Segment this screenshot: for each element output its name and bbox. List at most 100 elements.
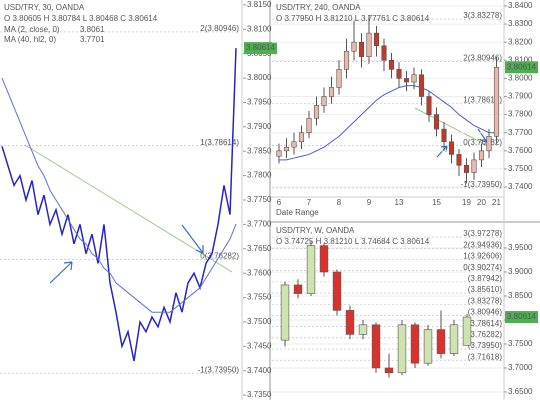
candle-body (343, 50, 350, 70)
y-tick-label: 3.7500 (247, 317, 272, 326)
fib-label: 0(3.76282) (463, 138, 502, 147)
fib-label: 1(3.78614) (200, 138, 239, 147)
legend-label: MA (2, close, 0) (4, 25, 60, 34)
candle-body (436, 329, 446, 354)
x-tick-label: 8 (337, 198, 342, 207)
y-tick-label: 3.7700 (508, 128, 533, 137)
candle-body (381, 45, 387, 61)
y-tick-label: 3.7500 (508, 164, 533, 173)
candle-body (411, 74, 417, 83)
y-tick-label: 3.9500 (508, 243, 533, 252)
price-tag (505, 311, 538, 324)
candle-body (328, 87, 335, 97)
candle-body (293, 284, 303, 294)
candle-body (397, 324, 407, 374)
y-tick-label: 3.7900 (247, 122, 272, 131)
fib-label: 2(3.80946) (200, 24, 239, 33)
candle-body (410, 324, 420, 364)
candle-body (388, 59, 395, 70)
y-tick-label: 3.8000 (508, 74, 533, 83)
y-tick-label: 3.7600 (247, 268, 272, 277)
candle-body (371, 324, 381, 369)
candle-body (358, 324, 368, 335)
x-tick-label: 19 (462, 198, 471, 207)
candle-body (449, 324, 459, 354)
candle-body (471, 159, 477, 173)
candle-body (319, 245, 329, 273)
candle-body (366, 32, 372, 57)
x-tick-label: 15 (432, 198, 441, 207)
legend-value: 3.8061 (80, 25, 105, 34)
date-range-button: Date Range (276, 208, 319, 217)
fib-label: 1(3.92606) (463, 252, 502, 261)
x-tick-label: 20 (477, 198, 486, 207)
price-tag-label: 3.80614 (507, 62, 536, 71)
x-tick-label: 9 (367, 198, 372, 207)
fib-label: (3.87942) (468, 274, 503, 283)
fib-label: 3(3.97278) (463, 229, 502, 238)
chart-title: USD/TRY, 240, OANDA (276, 3, 361, 12)
candle-body (462, 316, 472, 346)
y-tick-label: 3.7850 (247, 146, 272, 155)
candle-body (403, 78, 410, 83)
x-tick-label: 21 (492, 198, 501, 207)
x-tick-label: 13 (395, 198, 404, 207)
candle-body (351, 41, 357, 52)
candle-body (291, 141, 297, 148)
y-tick-label: 3.8100 (247, 24, 272, 33)
y-tick-label: 3.7350 (247, 390, 272, 399)
fib-label: (3.78614) (468, 319, 503, 328)
candle-body (313, 105, 320, 119)
legend-value: 3.7701 (80, 35, 105, 44)
y-tick-label: 3.7400 (508, 182, 533, 191)
candle-body (426, 96, 432, 115)
y-tick-label: 3.8150 (247, 0, 272, 9)
ohlc-readout: O 3.74725 H 3.81210 L 3.74684 C 3.80614 (276, 237, 430, 246)
x-tick-label: 6 (277, 198, 282, 207)
chart-title: USD/TRY, W, OANDA (276, 226, 355, 235)
candle-body (396, 69, 402, 79)
y-tick-label: 3.8100 (508, 55, 533, 64)
fib-label: (3.83278) (468, 296, 503, 305)
y-tick-label: 3.7550 (247, 293, 272, 302)
candle-body (456, 154, 462, 166)
y-tick-label: 3.8000 (247, 73, 272, 82)
y-tick-label: 3.8300 (508, 19, 533, 28)
y-tick-label: 3.7700 (247, 219, 272, 228)
y-tick-label: 3.7650 (247, 244, 272, 253)
y-tick-label: 3.7900 (508, 92, 533, 101)
candle-body (418, 74, 425, 97)
y-tick-label: 3.7000 (508, 363, 533, 372)
candle-body (345, 310, 355, 335)
y-tick-label: 3.7800 (508, 110, 533, 119)
candle-body (280, 284, 290, 341)
ohlc-readout: O 3.77950 H 3.81210 L 3.77761 C 3.80614 (276, 14, 430, 23)
fib-label: -1(3.73950) (198, 365, 240, 374)
y-tick-label: 3.9000 (508, 267, 533, 276)
candle-body (448, 141, 455, 155)
series-line (1, 48, 237, 362)
y-tick-label: 3.7750 (247, 195, 272, 204)
overlay-line (279, 85, 497, 161)
fib-label: (3.76282) (468, 330, 503, 339)
candle-body (493, 66, 500, 137)
price-tag (244, 42, 277, 55)
chart-title: USD/TRY, 30, OANDA (4, 3, 85, 12)
fib-label: 2(3.94936) (463, 240, 502, 249)
fib-label: (3.73950) (468, 341, 503, 350)
y-tick-label: 3.7800 (247, 171, 272, 180)
y-tick-label: 3.6500 (508, 387, 533, 396)
fib-label: -1(3.73950) (461, 180, 503, 189)
fib-label: (3.85610) (468, 285, 503, 294)
candle-body (336, 69, 342, 88)
price-tag (505, 61, 538, 74)
candle-body (358, 41, 365, 57)
y-tick-label: 3.7950 (247, 98, 272, 107)
candle-body (441, 128, 447, 143)
fib-label: (3.80946) (468, 308, 503, 317)
candle-body (298, 132, 305, 143)
candle-body (373, 32, 380, 47)
candle-body (384, 367, 394, 374)
y-tick-label: 3.8500 (508, 291, 533, 300)
